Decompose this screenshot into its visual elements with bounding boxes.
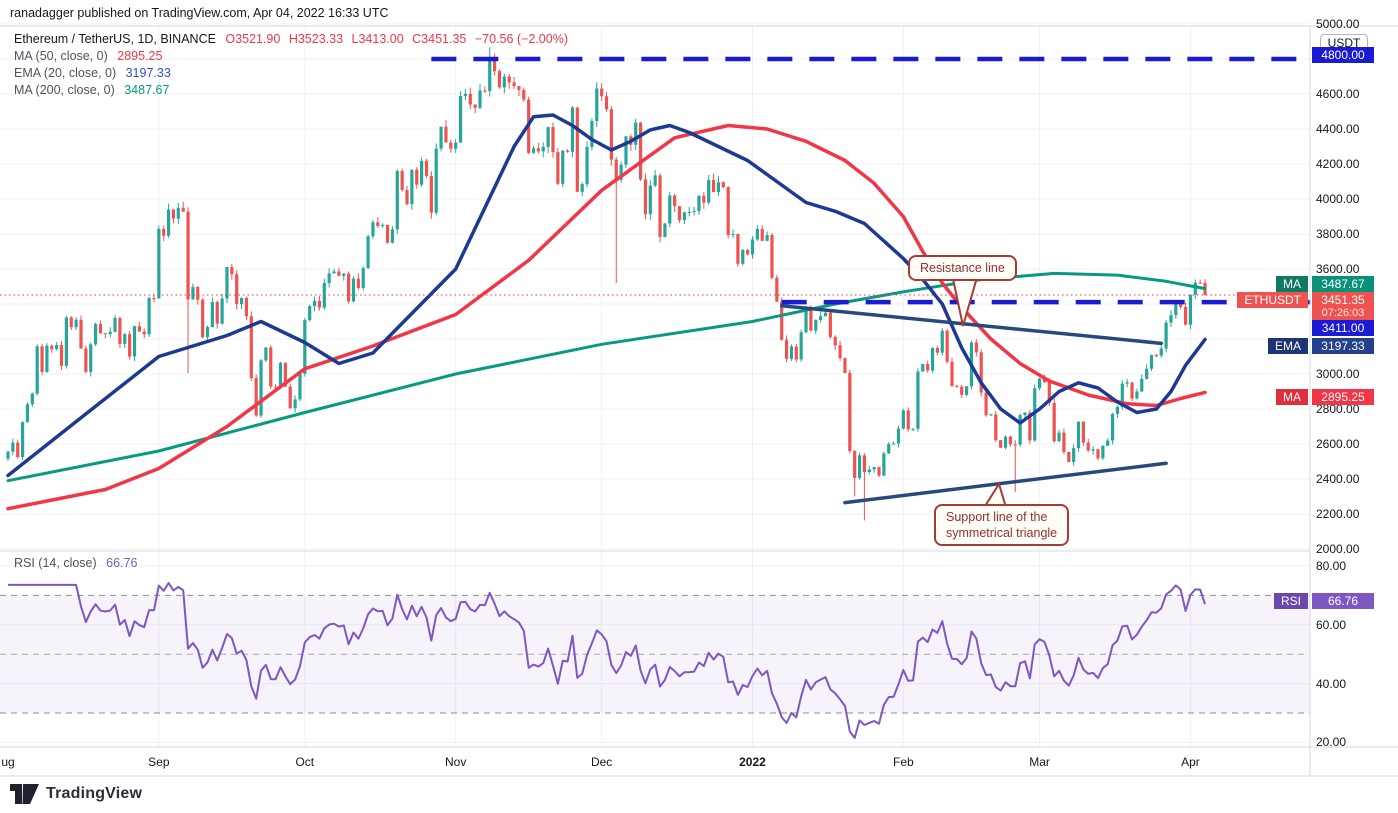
price-axis-label: 5000.00: [1316, 17, 1360, 31]
ma200-value: 3487.67: [124, 83, 170, 97]
tradingview-logo-text: TradingView: [46, 785, 143, 802]
axis-badge-66.76: 66.76: [1312, 593, 1374, 609]
ohlc-low: L3413.00: [351, 32, 404, 46]
price-axis-label: 3600.00: [1316, 262, 1360, 276]
price-axis-label: 4600.00: [1316, 87, 1360, 101]
axis-badge-tag-MA: MA: [1276, 389, 1308, 405]
axis-badge-tag-ETHUSDT: ETHUSDT: [1237, 292, 1308, 308]
ema20-label: EMA (20, close, 0): [14, 66, 117, 80]
resistance-callout[interactable]: Resistance line: [908, 255, 1017, 281]
ohlc-change: −70.56 (−2.00%): [474, 32, 568, 46]
rsi-axis-label: 60.00: [1316, 617, 1347, 632]
ohlc-open: O3521.90: [225, 32, 281, 46]
axis-badge-tag-MA: MA: [1276, 276, 1308, 292]
ma50-legend-row[interactable]: MA (50, close, 0) 2895.25: [14, 48, 573, 65]
price-axis-label: 2600.00: [1316, 437, 1360, 451]
ma50-line: [6, 123, 1207, 511]
resistance-callout-text: Resistance line: [920, 261, 1005, 275]
rsi-line: [8, 582, 1206, 739]
axis-badge-tag-RSI: RSI: [1273, 593, 1308, 609]
price-axis-label: 3800.00: [1316, 227, 1360, 241]
axis-badge-3411.00: 3411.00: [1312, 320, 1374, 336]
axis-badge-tag-EMA: EMA: [1267, 338, 1308, 354]
chart-legend: Ethereum / TetherUS, 1D, BINANCE O3521.9…: [14, 31, 573, 99]
rsi-value: 66.76: [106, 556, 138, 570]
axis-badge-3451.35: 3451.35 07:26:03: [1312, 292, 1374, 320]
axis-badge-2895.25: 2895.25: [1312, 389, 1374, 405]
ema20-line: [6, 113, 1207, 478]
support-callout-line1: Support line of the: [946, 510, 1048, 524]
price-axis-label: 4400.00: [1316, 122, 1360, 136]
ma200-label: MA (200, close, 0): [14, 83, 115, 97]
ema20-legend-row[interactable]: EMA (20, close, 0) 3197.33: [14, 65, 573, 82]
time-axis-label: Mar: [1029, 755, 1050, 769]
time-axis-label: Dec: [590, 755, 613, 769]
axis-badge-3197.33: 3197.33: [1312, 338, 1374, 354]
ma200-legend-row[interactable]: MA (200, close, 0) 3487.67: [14, 82, 573, 99]
resistance-trendline[interactable]: [779, 304, 1163, 346]
rsi-label: RSI (14, close): [14, 556, 97, 570]
attribution-text: ranadagger published on TradingView.com,…: [10, 6, 389, 20]
price-axis-label: 4000.00: [1316, 192, 1360, 206]
axis-badge-4800.00: 4800.00: [1312, 47, 1374, 63]
price-axis-label: 2800.00: [1316, 402, 1360, 416]
rsi-axis-label: 40.00: [1316, 676, 1347, 691]
countdown-timer: 07:26:03: [1321, 307, 1365, 319]
support-trendline[interactable]: [843, 461, 1168, 505]
support-callout[interactable]: Support line of the symmetrical triangle: [934, 504, 1070, 546]
symbol-row[interactable]: Ethereum / TetherUS, 1D, BINANCE O3521.9…: [14, 31, 573, 48]
ohlc-high: H3523.33: [288, 32, 344, 46]
axis-badge-3487.67: 3487.67: [1312, 276, 1374, 292]
time-axis-label: Apr: [1181, 755, 1200, 769]
ma50-value: 2895.25: [117, 49, 163, 63]
time-axis-label: Sep: [148, 755, 170, 769]
ema20-value: 3197.33: [125, 66, 171, 80]
tradingview-logo: TradingView: [10, 783, 142, 805]
time-axis-label: Feb: [893, 755, 914, 769]
time-axis-label: Nov: [445, 755, 467, 769]
rsi-axis-label: 20.00: [1316, 735, 1347, 750]
tradingview-logo-icon: [10, 784, 39, 804]
time-axis-label: ug: [1, 755, 15, 769]
price-axis-label: 4200.00: [1316, 157, 1360, 171]
price-axis-label: 2000.00: [1316, 542, 1360, 556]
ohlc-close: C3451.35: [412, 32, 467, 46]
price-axis-label: 3000.00: [1316, 367, 1360, 381]
price-axis-label: 2400.00: [1316, 472, 1360, 486]
rsi-legend-row[interactable]: RSI (14, close) 66.76: [14, 556, 137, 570]
price-axis-label: 2200.00: [1316, 507, 1360, 521]
rsi-axis-label: 80.00: [1316, 559, 1347, 573]
time-axis-label: 2022: [739, 755, 766, 769]
support-callout-line2: symmetrical triangle: [946, 526, 1058, 540]
symbol-title: Ethereum / TetherUS, 1D, BINANCE: [14, 32, 216, 46]
ma50-label: MA (50, close, 0): [14, 49, 108, 63]
time-axis-label: Oct: [295, 755, 315, 769]
